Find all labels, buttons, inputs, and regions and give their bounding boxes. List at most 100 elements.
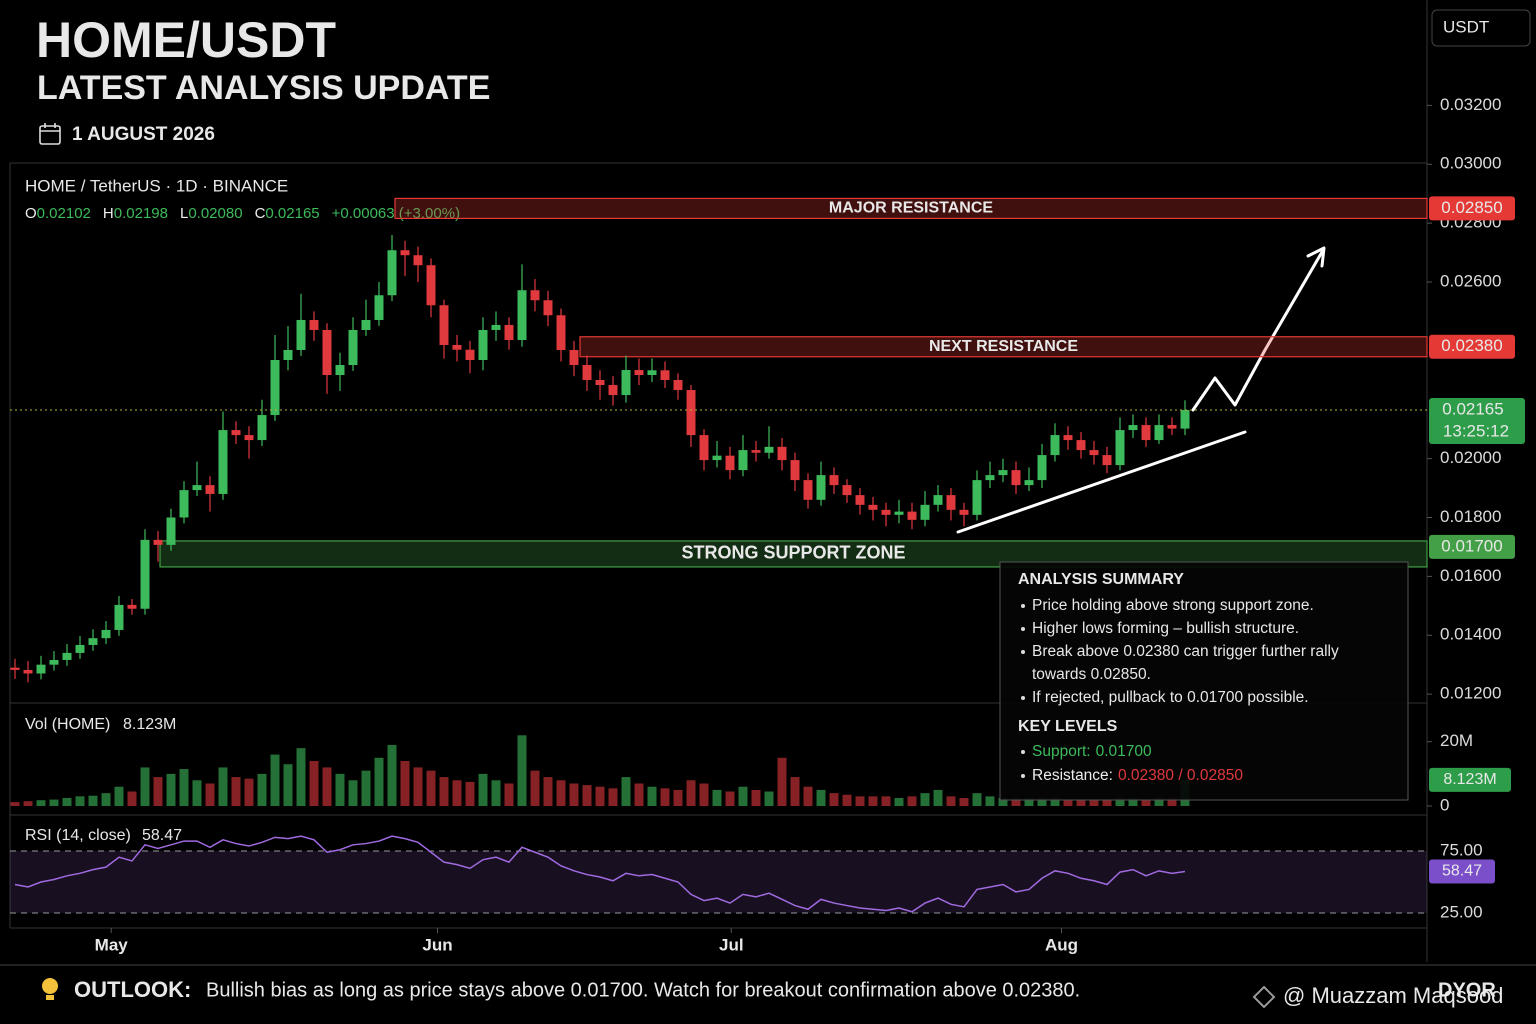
candle-body xyxy=(699,435,709,461)
candle-body xyxy=(179,490,189,518)
volume-bar xyxy=(374,757,384,806)
volume-bar xyxy=(49,799,59,806)
level-badge xyxy=(1429,196,1515,221)
volume-bar xyxy=(426,770,436,806)
candle-body xyxy=(1180,410,1190,429)
volume-bar xyxy=(907,796,917,806)
volume-bar xyxy=(244,778,254,806)
volume-bar xyxy=(1102,799,1112,806)
candle-body xyxy=(634,370,644,376)
volume-bar xyxy=(738,786,748,806)
volume-bar xyxy=(1037,797,1047,806)
volume-bar xyxy=(946,796,956,806)
candle-body xyxy=(1167,425,1177,429)
calendar-icon xyxy=(39,123,61,145)
candle-body xyxy=(309,319,319,330)
candle-body xyxy=(738,450,748,471)
ohlc-value: 0.02165 xyxy=(265,205,319,222)
candle-body xyxy=(829,475,839,486)
volume-bar xyxy=(803,786,813,806)
candle-body xyxy=(374,295,384,320)
volume-bar xyxy=(348,780,358,806)
volume-bar xyxy=(1076,799,1086,806)
volume-bar xyxy=(660,788,670,806)
candle-body xyxy=(985,475,995,481)
level-badge-label: 0.02850 xyxy=(1441,198,1502,217)
bullet-dot xyxy=(1021,650,1025,654)
volume-bar xyxy=(1115,797,1125,806)
summary-bullet: towards 0.02850. xyxy=(1032,666,1151,683)
candle-body xyxy=(1076,440,1086,451)
candle-body xyxy=(166,517,176,545)
volume-bar xyxy=(335,773,345,806)
candle-body xyxy=(192,485,202,491)
candle-body xyxy=(205,485,215,494)
key-level-label: Resistance: xyxy=(1032,767,1113,784)
volume-bar xyxy=(218,767,228,806)
volume-bar xyxy=(829,793,839,806)
volume-bar xyxy=(439,777,449,806)
volume-bar xyxy=(270,754,280,806)
key-level-value: 0.01700 xyxy=(1096,743,1152,760)
y-tick-label: 0.01800 xyxy=(1440,507,1501,526)
candle-body xyxy=(491,324,501,330)
volume-bar xyxy=(10,802,20,806)
candle-body xyxy=(335,365,345,376)
volume-bar xyxy=(621,777,631,806)
candle-body xyxy=(868,504,878,510)
candle-body xyxy=(816,475,826,500)
candle-body xyxy=(426,265,436,306)
x-tick-label: May xyxy=(95,935,129,954)
candle-body xyxy=(907,511,917,520)
volume-bar xyxy=(231,777,241,806)
key-levels-title: KEY LEVELS xyxy=(1018,718,1118,735)
candle-body xyxy=(543,300,553,316)
volume-bar xyxy=(192,780,202,806)
subtitle: LATEST ANALYSIS UPDATE xyxy=(37,69,490,107)
candle-body xyxy=(686,390,696,436)
trendline xyxy=(956,430,1247,534)
ohlc-key: H xyxy=(103,205,114,222)
volume-bar xyxy=(816,789,826,806)
candle-body xyxy=(803,480,813,500)
candle-body xyxy=(218,430,228,494)
summary-bullet: If rejected, pullback to 0.01700 possibl… xyxy=(1032,689,1309,706)
rsi-title: RSI (14, close) xyxy=(25,827,131,844)
volume-bar xyxy=(868,796,878,806)
volume-bar xyxy=(764,791,774,806)
candle-body xyxy=(1063,435,1073,441)
key-level: Support: 0.01700 xyxy=(1032,743,1152,760)
volume-bar xyxy=(556,780,566,806)
symbol: HOME / TetherUS · 1D · BINANCE xyxy=(25,176,288,195)
candle-body xyxy=(478,329,488,361)
candle-body xyxy=(972,480,982,515)
candle-body xyxy=(504,324,514,340)
candle-body xyxy=(36,664,46,674)
candle-body xyxy=(283,349,293,361)
x-tick-label: Jun xyxy=(422,935,452,954)
candle-body xyxy=(764,446,774,453)
volume-bar xyxy=(647,786,657,806)
level-badge xyxy=(1429,334,1515,359)
candle-body xyxy=(465,349,475,361)
summary-title: ANALYSIS SUMMARY xyxy=(1018,571,1184,588)
x-tick-label: Jul xyxy=(719,935,744,954)
candle-body xyxy=(595,380,605,386)
volume-bar xyxy=(1063,799,1073,806)
volume-bar xyxy=(608,788,618,806)
volume-title: Vol (HOME) xyxy=(25,716,110,733)
candle-body xyxy=(1024,480,1034,486)
candle-body xyxy=(881,509,891,515)
candle-body xyxy=(127,604,137,609)
volume-bar xyxy=(36,800,46,806)
candle-body xyxy=(790,460,800,481)
disclaimer: DYOR xyxy=(1438,979,1496,1001)
level-name: NEXT RESISTANCE xyxy=(929,338,1078,355)
volume-badge xyxy=(1429,767,1511,792)
candle-body xyxy=(1089,450,1099,456)
volume-bar xyxy=(23,801,33,806)
candle-body xyxy=(1050,435,1060,456)
level-badge-label: 0.02380 xyxy=(1441,336,1502,355)
volume-bar xyxy=(1154,797,1164,806)
